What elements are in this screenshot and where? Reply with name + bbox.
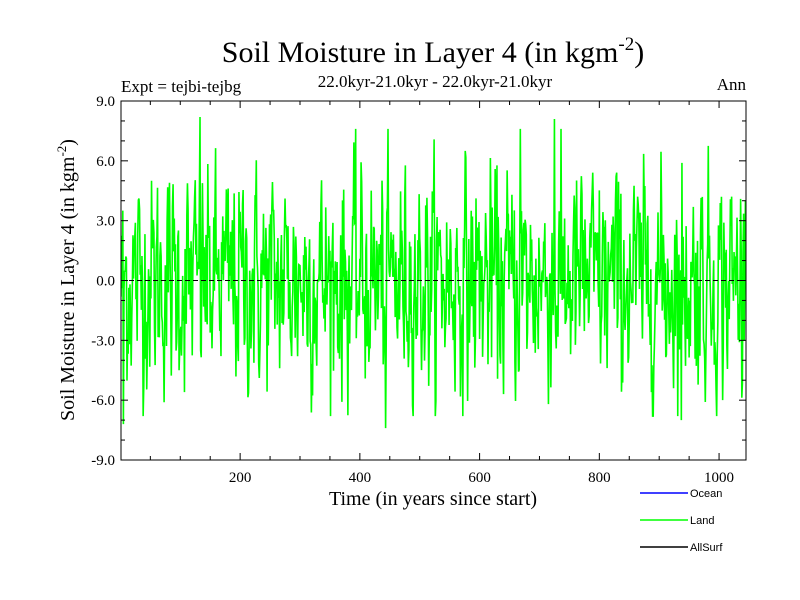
x-tick-label: 600 [468,470,491,486]
y-tick-label: 9.0 [96,94,115,110]
y-tick-label: -9.0 [91,453,115,469]
y-tick-label: -3.0 [91,333,115,349]
experiment-label: Expt = tejbi-tejbg [121,77,242,96]
x-tick-label: 400 [349,470,372,486]
legend-label-ocean: Ocean [690,488,722,500]
legend: Ocean Land AllSurf [640,488,723,554]
x-axis-label: Time (in years since start) [329,488,537,510]
y-tick-label: -6.0 [91,393,115,409]
x-tick-label: 1000 [704,470,734,486]
y-axis-label: Soil Moisture in Layer 4 (in kgm-2) [54,139,79,421]
chart-title: Soil Moisture in Layer 4 (in kgm-2) [222,34,644,69]
legend-label-allsurf: AllSurf [690,542,723,554]
x-tick-label: 800 [588,470,611,486]
x-axis: 200 400 600 800 1000 [149,101,734,486]
series-line-land [121,116,746,429]
y-axis: -9.0 -6.0 -3.0 0.0 3.0 6.0 9.0 [91,94,746,469]
legend-label-land: Land [690,515,714,527]
y-tick-label: 3.0 [96,214,115,230]
season-label: Ann [717,75,747,94]
y-tick-label: 6.0 [96,154,115,170]
x-tick-label: 200 [229,470,252,486]
y-tick-label: 0.0 [96,274,115,290]
series-layer [121,116,746,429]
chart-subtitle: 22.0kyr-21.0kyr - 22.0kyr-21.0kyr [318,72,553,91]
